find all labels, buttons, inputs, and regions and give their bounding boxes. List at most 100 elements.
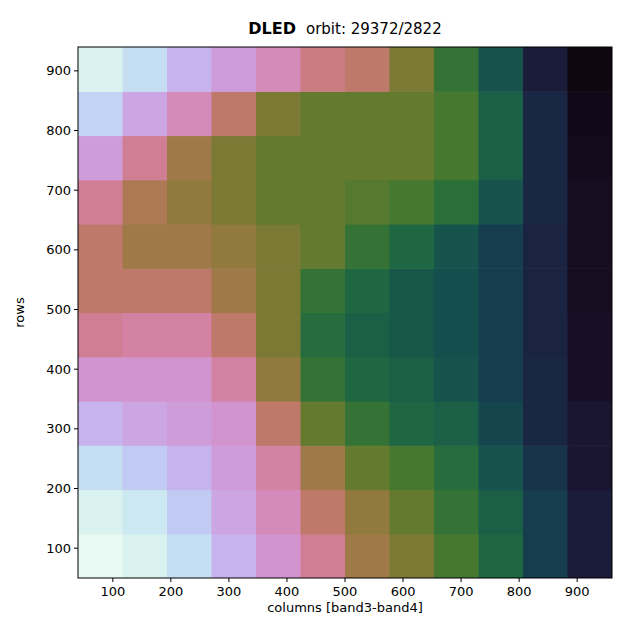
y-tick (74, 249, 78, 250)
heatmap-cell (301, 401, 346, 446)
heatmap-cell (167, 224, 212, 269)
heatmap-cell (345, 47, 390, 92)
heatmap-cell (301, 224, 346, 269)
heatmap-cell (434, 313, 479, 358)
heatmap-cell (568, 268, 613, 313)
heatmap-cell (479, 47, 524, 92)
heatmap-cell (345, 401, 390, 446)
heatmap-cell (123, 224, 168, 269)
heatmap-cell (78, 401, 123, 446)
heatmap-cell (568, 91, 613, 136)
heatmap-cell (479, 224, 524, 269)
heatmap-cell (345, 136, 390, 181)
heatmap-cell (212, 91, 257, 136)
y-tick-label: 900 (46, 63, 71, 78)
heatmap-cell (256, 47, 301, 92)
heatmap-cell (123, 490, 168, 535)
heatmap-cell (523, 268, 568, 313)
heatmap-cell (568, 490, 613, 535)
heatmap-cell (523, 534, 568, 578)
heatmap-cell (123, 47, 168, 92)
heatmap-cell (345, 534, 390, 578)
heatmap-cell (479, 313, 524, 358)
y-axis-title: rows (12, 297, 27, 328)
heatmap-cell (256, 357, 301, 402)
heatmap-cell (167, 534, 212, 578)
x-tick-label: 500 (333, 584, 358, 599)
heatmap-cell (301, 180, 346, 225)
heatmap-cell (256, 490, 301, 535)
heatmap-cell (212, 47, 257, 92)
y-tick-label: 800 (46, 123, 71, 138)
x-tick-label: 600 (391, 584, 416, 599)
cells (78, 47, 612, 578)
heatmap-cell (301, 268, 346, 313)
heatmap-cell (479, 91, 524, 136)
heatmap-cell (390, 490, 435, 535)
heatmap-cell (390, 224, 435, 269)
heatmap-cell (568, 136, 613, 181)
heatmap-cell (301, 534, 346, 578)
heatmap-cell (434, 401, 479, 446)
y-tick-label: 400 (46, 362, 71, 377)
heatmap-cell (479, 401, 524, 446)
heatmap-cell (523, 180, 568, 225)
heatmap-cell (256, 224, 301, 269)
heatmap-cell (523, 91, 568, 136)
heatmap-cell (78, 136, 123, 181)
heatmap-cell (78, 268, 123, 313)
x-tick (519, 578, 520, 582)
x-tick (170, 578, 171, 582)
y-tick-label: 700 (46, 183, 71, 198)
heatmap-cell (78, 224, 123, 269)
heatmap-cell (78, 47, 123, 92)
heatmap-cell (256, 180, 301, 225)
heatmap-cell (301, 445, 346, 490)
heatmap-cell (78, 357, 123, 402)
heatmap-cell (212, 534, 257, 578)
heatmap-cell (434, 534, 479, 578)
heatmap-cell (523, 401, 568, 446)
heatmap-cell (434, 136, 479, 181)
heatmap-cell (568, 401, 613, 446)
y-tick (74, 190, 78, 191)
heatmap-cell (479, 445, 524, 490)
x-tick (461, 578, 462, 582)
heatmap-cell (123, 91, 168, 136)
heatmap-cell (301, 357, 346, 402)
x-tick-label: 800 (507, 584, 532, 599)
heatmap-cell (390, 401, 435, 446)
x-tick (112, 578, 113, 582)
x-tick-label: 700 (449, 584, 474, 599)
heatmap-cell (390, 445, 435, 490)
y-tick (74, 309, 78, 310)
x-tick (403, 578, 404, 582)
heatmap-cell (256, 534, 301, 578)
heatmap-cell (256, 445, 301, 490)
heatmap-cell (568, 313, 613, 358)
y-tick-label: 600 (46, 242, 71, 257)
heatmap-cell (390, 268, 435, 313)
heatmap-cell (256, 91, 301, 136)
x-axis-title: columns [band3-band4] (267, 600, 423, 615)
y-tick-label: 300 (46, 421, 71, 436)
heatmap-cell (123, 268, 168, 313)
heatmap-cell (256, 313, 301, 358)
heatmap-cell (212, 268, 257, 313)
heatmap-cell (434, 91, 479, 136)
heatmap-cell (434, 445, 479, 490)
heatmap-cell (123, 136, 168, 181)
heatmap-cell (167, 47, 212, 92)
heatmap-cell (123, 534, 168, 578)
heatmap-cell (123, 357, 168, 402)
heatmap-cell (78, 313, 123, 358)
heatmap-cell (479, 534, 524, 578)
heatmap-cell (390, 136, 435, 181)
y-tick-label: 500 (46, 302, 71, 317)
heatmap-cell (345, 91, 390, 136)
heatmap-cell (167, 401, 212, 446)
heatmap-cell (390, 47, 435, 92)
heatmap-cell (256, 268, 301, 313)
subtitle: orbit: 29372/2822 (306, 20, 442, 38)
y-tick (74, 488, 78, 489)
